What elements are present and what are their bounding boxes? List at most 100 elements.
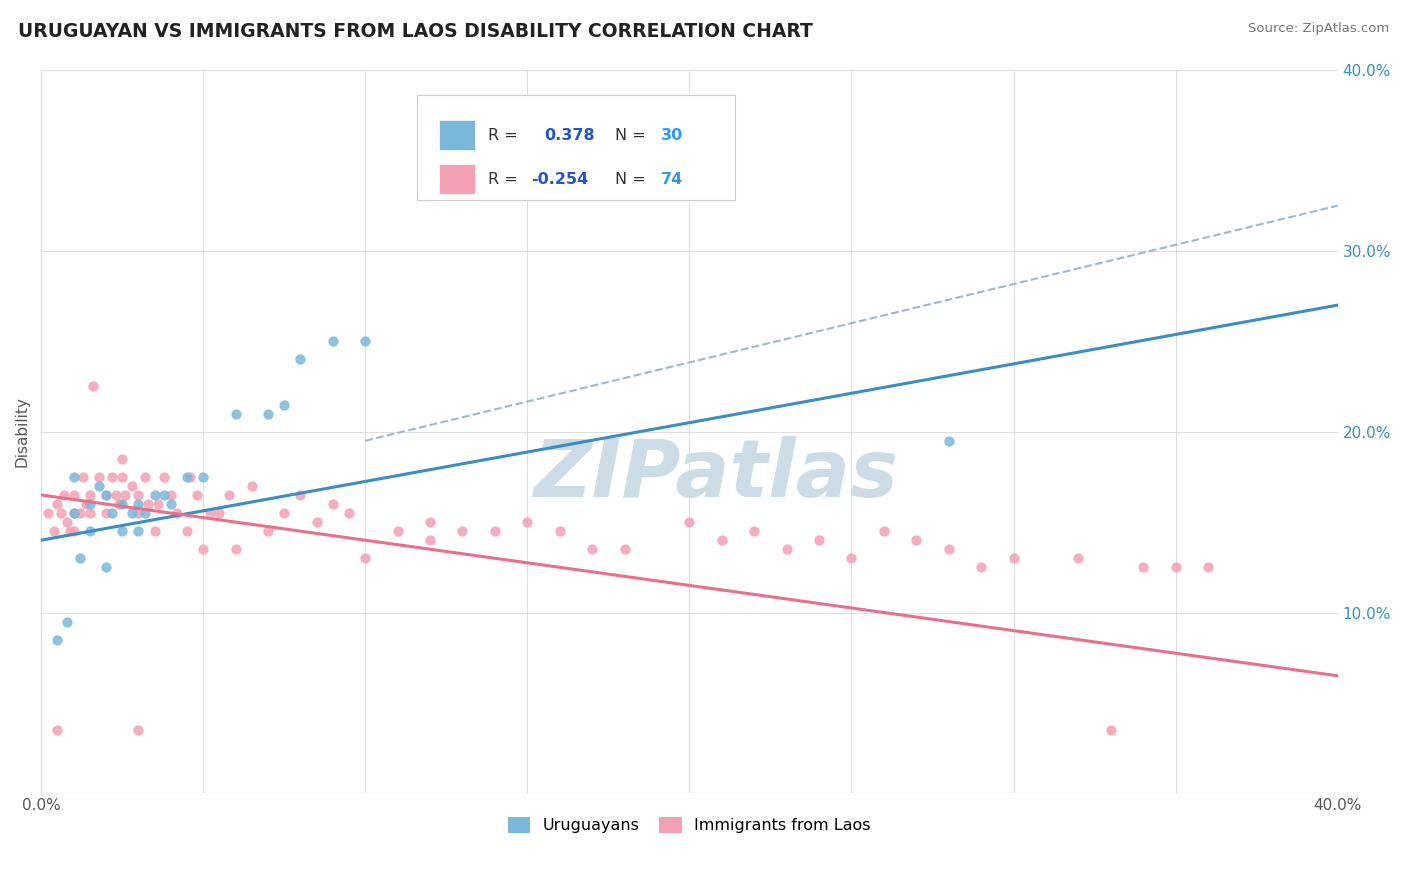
- FancyBboxPatch shape: [439, 164, 475, 194]
- Point: [257, 407, 280, 421]
- Text: R =: R =: [488, 171, 523, 186]
- Point: [305, 515, 328, 529]
- Point: [159, 497, 181, 511]
- Point: [146, 497, 169, 511]
- Point: [52, 488, 75, 502]
- Point: [322, 334, 344, 349]
- Point: [516, 515, 538, 529]
- FancyBboxPatch shape: [439, 120, 475, 151]
- Point: [114, 488, 136, 502]
- Text: R =: R =: [488, 128, 523, 143]
- Point: [186, 488, 208, 502]
- Point: [56, 615, 79, 629]
- Point: [548, 524, 571, 538]
- Point: [198, 506, 221, 520]
- Y-axis label: Disability: Disability: [15, 396, 30, 467]
- Point: [387, 524, 409, 538]
- Text: Source: ZipAtlas.com: Source: ZipAtlas.com: [1249, 22, 1389, 36]
- Point: [127, 497, 149, 511]
- Point: [841, 551, 863, 566]
- Point: [938, 542, 960, 557]
- Point: [218, 488, 240, 502]
- Point: [1099, 723, 1122, 737]
- Point: [134, 470, 156, 484]
- Point: [37, 506, 59, 520]
- Point: [193, 470, 215, 484]
- Point: [121, 479, 143, 493]
- Point: [179, 470, 201, 484]
- Point: [273, 398, 295, 412]
- Text: 30: 30: [661, 128, 683, 143]
- Point: [82, 379, 104, 393]
- Point: [419, 533, 441, 548]
- Point: [970, 560, 993, 574]
- Point: [94, 560, 117, 574]
- Point: [225, 407, 247, 421]
- Point: [742, 524, 765, 538]
- Point: [111, 451, 134, 466]
- Point: [72, 470, 94, 484]
- Point: [153, 488, 176, 502]
- Point: [49, 506, 72, 520]
- Point: [79, 524, 101, 538]
- Point: [153, 470, 176, 484]
- Point: [111, 497, 134, 511]
- Point: [42, 524, 65, 538]
- Text: N =: N =: [616, 128, 651, 143]
- Point: [159, 488, 181, 502]
- Point: [59, 524, 82, 538]
- Text: 74: 74: [661, 171, 683, 186]
- Point: [62, 470, 84, 484]
- Point: [166, 506, 188, 520]
- Point: [225, 542, 247, 557]
- Point: [79, 488, 101, 502]
- Point: [484, 524, 506, 538]
- Point: [62, 488, 84, 502]
- Point: [62, 506, 84, 520]
- Point: [111, 470, 134, 484]
- Point: [808, 533, 831, 548]
- Point: [1197, 560, 1219, 574]
- Point: [193, 542, 215, 557]
- Point: [1132, 560, 1154, 574]
- Point: [710, 533, 733, 548]
- Point: [134, 506, 156, 520]
- Point: [257, 524, 280, 538]
- Point: [273, 506, 295, 520]
- Point: [176, 524, 198, 538]
- Point: [101, 506, 124, 520]
- Point: [208, 506, 231, 520]
- Point: [322, 497, 344, 511]
- Point: [127, 524, 149, 538]
- Point: [127, 723, 149, 737]
- Point: [905, 533, 928, 548]
- Legend: Uruguayans, Immigrants from Laos: Uruguayans, Immigrants from Laos: [502, 810, 877, 839]
- Point: [101, 470, 124, 484]
- Point: [56, 515, 79, 529]
- Point: [451, 524, 474, 538]
- Point: [873, 524, 896, 538]
- Point: [354, 551, 377, 566]
- Point: [337, 506, 360, 520]
- Point: [127, 488, 149, 502]
- Point: [62, 524, 84, 538]
- Point: [136, 497, 159, 511]
- Point: [94, 488, 117, 502]
- FancyBboxPatch shape: [418, 95, 735, 200]
- Point: [1164, 560, 1187, 574]
- Point: [354, 334, 377, 349]
- Point: [46, 497, 69, 511]
- Point: [419, 171, 441, 186]
- Point: [69, 506, 91, 520]
- Point: [79, 497, 101, 511]
- Point: [94, 488, 117, 502]
- Point: [108, 497, 131, 511]
- Text: -0.254: -0.254: [531, 171, 589, 186]
- Point: [143, 524, 166, 538]
- Text: URUGUAYAN VS IMMIGRANTS FROM LAOS DISABILITY CORRELATION CHART: URUGUAYAN VS IMMIGRANTS FROM LAOS DISABI…: [18, 22, 813, 41]
- Point: [143, 488, 166, 502]
- Point: [775, 542, 797, 557]
- Point: [46, 723, 69, 737]
- Text: N =: N =: [616, 171, 651, 186]
- Point: [127, 506, 149, 520]
